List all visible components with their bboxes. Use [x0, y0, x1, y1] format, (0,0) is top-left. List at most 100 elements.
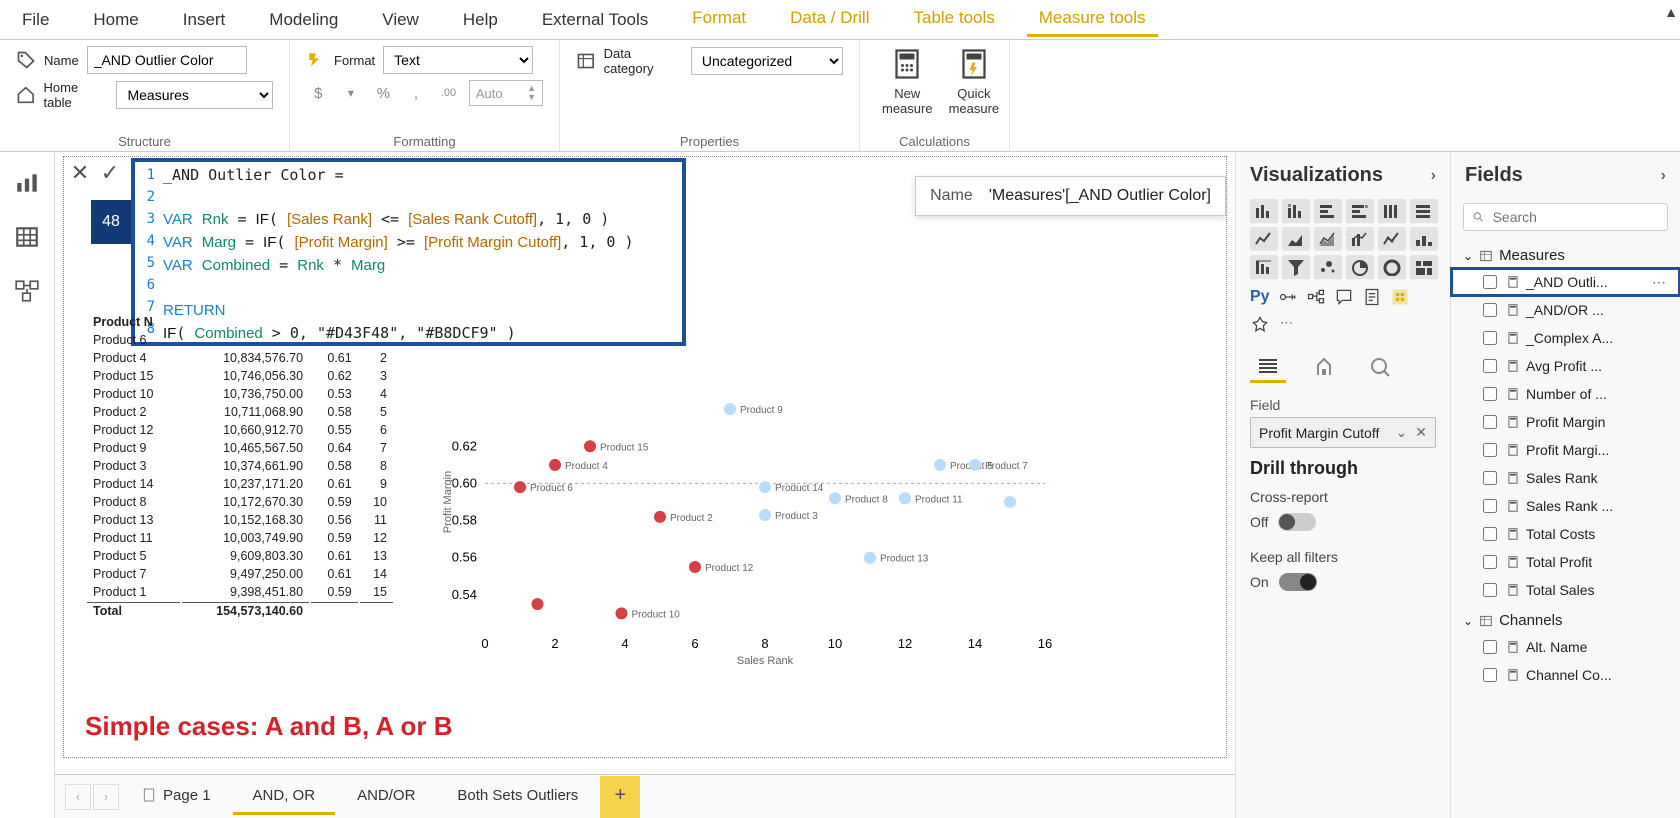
- scatter-chart[interactable]: 0246810121416Sales Rank0.540.560.580.600…: [435, 352, 1085, 672]
- viz-type-16[interactable]: [1378, 255, 1406, 279]
- menu-measure-tools[interactable]: Measure tools: [1027, 2, 1158, 37]
- field-item[interactable]: Sales Rank ...: [1451, 492, 1680, 520]
- field-checkbox[interactable]: [1483, 275, 1497, 289]
- table-row[interactable]: Product 59,609,803.300.6113: [87, 548, 393, 564]
- table-row[interactable]: Product 410,834,576.700.612: [87, 350, 393, 366]
- measure-name-input[interactable]: [87, 46, 247, 74]
- field-more-icon[interactable]: ⋯: [1652, 274, 1668, 291]
- field-item[interactable]: Total Sales: [1451, 576, 1680, 604]
- percent-button[interactable]: %: [371, 80, 396, 106]
- field-checkbox[interactable]: [1483, 668, 1497, 682]
- field-item[interactable]: _Complex A...: [1451, 324, 1680, 352]
- page-prev-button[interactable]: ‹: [65, 784, 91, 810]
- data-view-icon[interactable]: [14, 224, 40, 250]
- viz-type-5[interactable]: [1410, 199, 1438, 223]
- new-measure-button[interactable]: New measure: [876, 46, 939, 116]
- format-tab[interactable]: [1306, 351, 1342, 383]
- page-next-button[interactable]: ›: [93, 784, 119, 810]
- fields-pane-collapse-icon[interactable]: ›: [1661, 167, 1666, 185]
- table-row[interactable]: Product 310,374,661.900.588: [87, 458, 393, 474]
- model-view-icon[interactable]: [14, 278, 40, 304]
- table-row[interactable]: Product 1310,152,168.300.5611: [87, 512, 393, 528]
- page-tab-4[interactable]: Both Sets Outliers: [437, 779, 598, 815]
- viz-type-3[interactable]: [1346, 199, 1374, 223]
- menu-view[interactable]: View: [370, 4, 431, 36]
- menu-home[interactable]: Home: [81, 4, 150, 36]
- field-checkbox[interactable]: [1483, 499, 1497, 513]
- menu-help[interactable]: Help: [451, 4, 510, 36]
- viz-type-13[interactable]: [1282, 255, 1310, 279]
- format-select[interactable]: Text: [383, 46, 533, 74]
- viz-type-7[interactable]: [1282, 227, 1310, 251]
- table-row[interactable]: Product 1010,736,750.000.534: [87, 386, 393, 402]
- field-checkbox[interactable]: [1483, 583, 1497, 597]
- field-chip[interactable]: Profit Margin Cutoff ⌄✕: [1250, 417, 1436, 448]
- table-row[interactable]: Product 1210,660,912.700.556: [87, 422, 393, 438]
- field-checkbox[interactable]: [1483, 527, 1497, 541]
- viz-type-2[interactable]: [1314, 199, 1342, 223]
- table-row[interactable]: Product 79,497,250.000.6114: [87, 566, 393, 582]
- product-table[interactable]: Product NProduct 6Product 410,834,576.70…: [85, 312, 395, 621]
- table-row[interactable]: Product 19,398,451.800.5915: [87, 584, 393, 600]
- home-table-select[interactable]: Measures: [116, 81, 273, 109]
- menu-external-tools[interactable]: External Tools: [530, 4, 660, 36]
- get-more-visuals-icon[interactable]: [1390, 287, 1410, 307]
- page-tab-3[interactable]: AND/OR: [337, 779, 435, 815]
- field-checkbox[interactable]: [1483, 387, 1497, 401]
- menu-format[interactable]: Format: [680, 2, 758, 37]
- currency-dropdown[interactable]: ▾: [339, 80, 364, 106]
- field-item[interactable]: Total Profit: [1451, 548, 1680, 576]
- viz-type-14[interactable]: [1314, 255, 1342, 279]
- decimals-button[interactable]: .00: [436, 80, 461, 106]
- field-item[interactable]: _AND/OR ...: [1451, 296, 1680, 324]
- quick-measure-button[interactable]: Quick measure: [943, 46, 1006, 116]
- menu-modeling[interactable]: Modeling: [257, 4, 350, 36]
- viz-type-12[interactable]: [1250, 255, 1278, 279]
- field-item[interactable]: Profit Margi...: [1451, 436, 1680, 464]
- viz-type-1[interactable]: [1282, 199, 1310, 223]
- field-checkbox[interactable]: [1483, 415, 1497, 429]
- table-row[interactable]: Product 1110,003,749.900.5912: [87, 530, 393, 546]
- table-row[interactable]: Product 810,172,670.300.5910: [87, 494, 393, 510]
- field-checkbox[interactable]: [1483, 359, 1497, 373]
- ribbon-collapse-icon[interactable]: ▲: [1664, 4, 1678, 20]
- field-item[interactable]: Alt. Name: [1451, 633, 1680, 661]
- field-checkbox[interactable]: [1483, 331, 1497, 345]
- fields-search[interactable]: [1463, 203, 1668, 231]
- key-influencers-icon[interactable]: [1278, 287, 1298, 307]
- page-add-button[interactable]: +: [600, 776, 640, 818]
- cross-report-toggle[interactable]: [1278, 513, 1316, 531]
- viz-type-0[interactable]: [1250, 199, 1278, 223]
- menu-insert[interactable]: Insert: [171, 4, 238, 36]
- viz-more-icon[interactable]: ⋯: [1280, 315, 1296, 335]
- table-row[interactable]: Product 210,711,068.900.585: [87, 404, 393, 420]
- table-row[interactable]: Product 1410,237,171.200.619: [87, 476, 393, 492]
- viz-type-11[interactable]: [1410, 227, 1438, 251]
- keep-filters-toggle[interactable]: [1279, 573, 1317, 591]
- viz-type-17[interactable]: [1410, 255, 1438, 279]
- field-item[interactable]: _AND Outli...⋯: [1451, 268, 1680, 296]
- table-header-measures[interactable]: ⌄ Measures: [1451, 243, 1680, 268]
- field-checkbox[interactable]: [1483, 303, 1497, 317]
- field-item[interactable]: Avg Profit ...: [1451, 352, 1680, 380]
- field-chip-remove-icon[interactable]: ✕: [1415, 424, 1427, 441]
- viz-type-15[interactable]: [1346, 255, 1374, 279]
- report-view-icon[interactable]: [14, 170, 40, 196]
- field-item[interactable]: Profit Margin: [1451, 408, 1680, 436]
- custom-visual-icon[interactable]: [1250, 315, 1270, 335]
- viz-pane-collapse-icon[interactable]: ›: [1431, 167, 1436, 185]
- analytics-tab[interactable]: [1362, 351, 1398, 383]
- table-row[interactable]: Product 6: [87, 332, 393, 348]
- menu-table-tools[interactable]: Table tools: [901, 2, 1006, 37]
- fields-tab[interactable]: [1250, 351, 1286, 383]
- field-checkbox[interactable]: [1483, 443, 1497, 457]
- field-checkbox[interactable]: [1483, 471, 1497, 485]
- page-tab-2[interactable]: AND, OR: [233, 779, 336, 815]
- table-header-channels[interactable]: ⌄ Channels: [1451, 608, 1680, 633]
- data-category-select[interactable]: Uncategorized: [691, 47, 843, 75]
- currency-button[interactable]: $: [306, 80, 331, 106]
- viz-type-9[interactable]: [1346, 227, 1374, 251]
- field-item[interactable]: Total Costs: [1451, 520, 1680, 548]
- field-checkbox[interactable]: [1483, 640, 1497, 654]
- viz-type-6[interactable]: [1250, 227, 1278, 251]
